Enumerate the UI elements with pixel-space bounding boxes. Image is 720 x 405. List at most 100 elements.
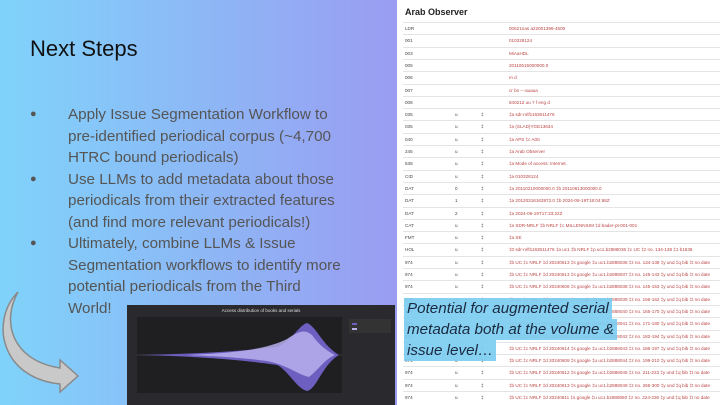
callout-line: Potential for augmented serial [404,298,612,319]
chart-image: Access distribution of books and serials [127,305,395,405]
indicator-2: ‡ [481,395,484,400]
field-value: MiAaHDL [509,50,529,56]
record-row: 040 u ‡ ‡a APS ‡c A00 [403,132,720,146]
field-tag: HOL [405,247,415,253]
record-row: DAT 2 ‡ ‡a 2024-06-19T17:33:22Z [403,206,720,220]
bullet-line: HTRC bound periodicals) [68,149,239,166]
indicator-2: ‡ [481,247,484,253]
indicator-1: u [455,112,458,118]
curved-arrow [2,291,80,394]
field-value: ‡a APS ‡c A00 [509,136,540,142]
field-tag: CAT [405,222,414,228]
field-tag: 245 [405,149,413,154]
indicator-1: u [455,136,458,142]
field-tag: 974 [405,382,413,388]
record-row: 974 u ‡ ‡b UC ‡c NRLF ‡d 20240612 ‡s google… [403,366,720,379]
field-value: ‡b UC ‡c NRLF ‡d 20240609 ‡s google ‡u u… [509,358,711,364]
field-tag: 974 [405,259,413,265]
bullet-line: Ultimately, combine LLMs & Issue [68,235,296,252]
indicator-1: u [455,395,458,400]
indicator-1: 2 [455,210,458,216]
indicator-2: ‡ [481,198,484,204]
chart-image-title: Access distribution of books and serials [221,308,301,313]
indicator-2: ‡ [481,284,484,290]
field-tag: 001 [405,38,413,44]
callout-line: issue level… [404,340,497,361]
field-value: ‡a 20120316163872.0 ‡b 2024-06-19T18:04:… [509,198,610,204]
record-row: 035 u ‡ ‡a sdr-nrlf1163611476 [403,108,720,121]
chart-graphic [137,317,391,393]
record-row: LDR 00621nas a22001396-4500 [403,22,720,35]
indicator-2: ‡ [481,235,484,241]
field-value: ‡a SE [509,235,522,241]
indicator-1: u [455,173,458,179]
field-tag: 008 [405,99,413,105]
indicator-2: ‡ [481,136,484,142]
field-value: ‡b UC ‡c NRLF ‡d 20240613 ‡s google ‡u u… [509,382,711,388]
record-row: 974 u ‡ ‡b UC ‡c NRLF ‡d 20240613 ‡s google… [403,378,720,392]
field-tag: 974 [405,272,413,277]
field-value: ‡a Arab Observer [509,149,546,154]
field-value: ‡a 2024-06-19T17:33:22Z [509,210,563,216]
field-tag: DAT [405,185,414,191]
bullet-line: pre-identified periodical corpus (~4,700 [68,127,331,145]
field-value: 20110615000000.0 [509,62,549,68]
field-tag: CID [405,173,413,179]
indicator-2: ‡ [481,272,484,277]
record-row: 974 u ‡ ‡b UC ‡c NRLF ‡d 20240613 ‡s google… [403,255,720,269]
field-value: ‡b UC ‡c NRLF ‡d 20240608 ‡s google ‡u u… [509,284,711,290]
record-row: CID u ‡ ‡a 010328124 [403,169,720,183]
indicator-1: u [455,272,458,277]
bullet-item: Ultimately, combine LLMs & Issue Segmenta… [30,233,400,319]
indicator-2: ‡ [481,173,484,179]
callout: Potential for augmented serial metadata b… [404,298,617,361]
indicator-2: ‡ [481,124,484,130]
field-tag: 538 [405,161,413,167]
record-row: DAT 1 ‡ ‡a 20120316163872.0 ‡b 2024-06-19T1… [403,194,720,207]
record-row: FMT u ‡ ‡a SE [403,231,720,244]
field-value: ‡a 20110210000000.0 ‡b 20110613000000.0 [509,185,602,191]
indicator-1: u [455,222,458,228]
record-row: 974 u ‡ ‡b UC ‡c NRLF ‡d 20240608 ‡s google… [403,280,720,293]
field-value: ‡b UC ‡c NRLF ‡d 20240613 ‡s google ‡u u… [509,259,711,265]
field-tag: 003 [405,50,413,56]
legend-box [349,319,391,333]
indicator-2: ‡ [481,210,484,216]
field-value: ‡a Mode of access: Internet. [509,161,567,167]
field-tag: DAT [405,198,414,204]
bullet-line: World! [68,299,112,317]
field-value: ‡b UC ‡c NRLF ‡d 20240614 ‡s google ‡u u… [509,345,711,351]
indicator-1: u [455,124,458,130]
bullet-list: Apply Issue Segmentation Workflow to pre-… [30,104,400,319]
indicator-2: ‡ [481,259,484,265]
bullet-item: Use LLMs to add metadata about those peri… [30,169,400,234]
field-tag: 035 [405,124,413,130]
record-row: 245 u ‡ ‡a Arab Observer [403,145,720,158]
indicator-2: ‡ [481,222,484,228]
record-row: 005 20110615000000.0 [403,58,720,72]
indicator-1: u [455,149,458,154]
field-tag: 006 [405,75,413,81]
record-row: HOL u ‡ ‡0 sdr-nrlf1163611476 ‡a uc1 ‡b NRL… [403,243,720,256]
indicator-2: ‡ [481,149,484,154]
field-value: ‡b UC ‡c NRLF ‡d 20240612 ‡s google ‡u u… [509,370,710,376]
indicator-1: u [455,370,458,376]
field-tag: 974 [405,284,413,290]
indicator-1: u [455,161,458,167]
callout-row: issue level… [404,340,617,361]
field-value: 840212 uu ? f eng d [509,99,550,105]
callout-row: Potential for augmented serial [404,298,617,319]
record-row: 008 840212 uu ? f eng d [403,95,720,109]
indicator-1: u [455,259,458,265]
record-row: 006 m d [403,71,720,84]
record-row: 035 u ‡ ‡a (SLAD)YGE13634 [403,120,720,133]
bullet-line: Apply Issue Segmentation Workflow to [68,106,328,123]
field-tag: FMT [405,235,415,241]
field-tag: 974 [405,370,413,376]
distribution-shape [187,331,335,377]
field-value: ‡b UC ‡c NRLF ‡d 20240613 ‡s google ‡u u… [509,272,711,277]
field-tag: 040 [405,136,413,142]
bullet-line: Use LLMs to add metadata about those [68,170,334,188]
callout-row: metadata both at the volume & [404,319,617,340]
bullet-line: periodicals from their extracted feature… [68,192,335,209]
